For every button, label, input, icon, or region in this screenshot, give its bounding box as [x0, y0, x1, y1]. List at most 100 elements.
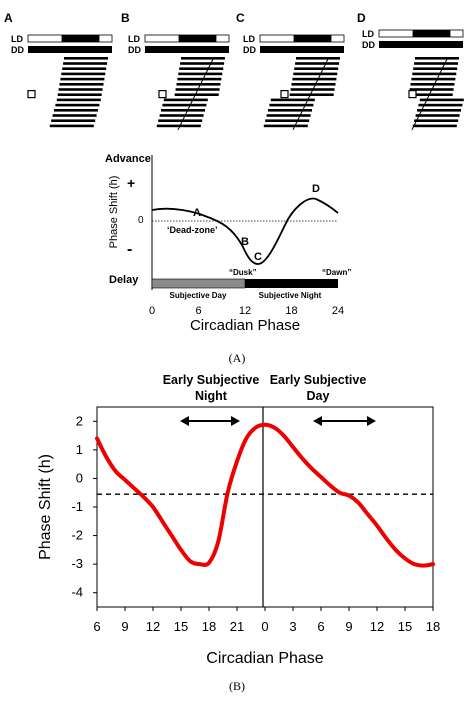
- dd-bar: [28, 46, 112, 53]
- light-pulse-marker: [158, 89, 167, 99]
- activity-bar: [54, 109, 98, 112]
- panel-letter: C: [236, 11, 245, 25]
- subjective-day-bar: [151, 278, 246, 289]
- activity-bar: [411, 77, 456, 81]
- activity-bar: [417, 109, 461, 112]
- activity-bar: [415, 114, 460, 117]
- point-c-label: C: [254, 251, 262, 263]
- point-d-label: D: [312, 183, 320, 195]
- y-tick-label: -2: [71, 528, 83, 543]
- x-tick-label: 15: [398, 619, 412, 634]
- x-tick-label: 9: [121, 619, 128, 634]
- x-tick-label: 12: [146, 619, 160, 634]
- ld-label: LD: [11, 34, 23, 44]
- plot-frame: [96, 406, 434, 608]
- activity-bar: [177, 77, 222, 81]
- activity-bar: [51, 119, 96, 122]
- activity-bar: [291, 83, 336, 86]
- y-tick-label: -4: [71, 585, 83, 600]
- onset-fit-line: [177, 58, 214, 131]
- activity-bar: [412, 124, 457, 128]
- ld-label: LD: [362, 29, 374, 39]
- activity-bar: [414, 119, 459, 122]
- subjective-day-label: Subjective Day: [170, 291, 227, 300]
- ld-dark-segment: [293, 35, 332, 42]
- arrow-head-right: [367, 416, 376, 426]
- zero-tick-label: 0: [138, 215, 144, 226]
- activity-bar: [292, 77, 337, 81]
- advance-label: Advance: [105, 153, 151, 165]
- schematic-x-tick-label: 24: [332, 305, 344, 317]
- schematic-x-tick-label: 0: [149, 305, 155, 317]
- activity-bar: [295, 62, 340, 65]
- activity-bar: [266, 114, 311, 117]
- point-b-label: B: [241, 236, 249, 248]
- arrow-head-left: [313, 416, 322, 426]
- activity-bar: [174, 93, 219, 96]
- dd-label: DD: [128, 45, 141, 55]
- activity-bar: [294, 67, 339, 70]
- schematic-x-tick-label: 12: [239, 305, 251, 317]
- y-ticks: 2 1 0 -1 -2 -3 -4: [71, 413, 97, 600]
- annotations: Early Subjective Night Early Subjective Day: [163, 373, 367, 403]
- x-tick-label: 18: [202, 619, 216, 634]
- schematic-x-ticks: 0 6 12 18 24: [149, 305, 344, 317]
- activity-bar: [270, 98, 315, 102]
- activity-bar: [49, 124, 94, 128]
- delay-label: Delay: [109, 274, 139, 286]
- dd-label: DD: [11, 45, 24, 55]
- activity-bar: [52, 114, 97, 117]
- dd-bar: [260, 46, 344, 53]
- schematic-x-tick-label: 6: [195, 305, 201, 317]
- schematic-x-tick-label: 18: [285, 305, 297, 317]
- subjective-night-bar: [245, 279, 338, 288]
- y-tick-label: -1: [71, 499, 83, 514]
- prc-chart: Early Subjective Night Early Subjective Day…: [37, 373, 440, 667]
- activity-bar: [269, 103, 314, 107]
- y-axis-label-b: Phase Shift (h): [37, 454, 54, 560]
- prc-curve: [151, 197, 339, 265]
- activity-bar: [57, 93, 102, 96]
- onset-fit-line: [411, 58, 448, 131]
- panel-letter: A: [4, 11, 13, 25]
- activity-bar: [414, 62, 459, 65]
- activity-bar: [60, 77, 105, 81]
- dawn-label: “Dawn”: [322, 268, 351, 277]
- activity-bar: [163, 98, 208, 102]
- activity-bar: [176, 83, 221, 86]
- activity-bar: [56, 98, 101, 102]
- activity-bar: [415, 57, 459, 60]
- activity-bar: [64, 57, 108, 60]
- x-tick-label: 6: [317, 619, 324, 634]
- activity-bar: [412, 72, 457, 76]
- dd-bar: [145, 46, 229, 53]
- onset-fit-line: [292, 58, 329, 131]
- activity-bar: [296, 57, 340, 60]
- activity-bar: [162, 103, 207, 107]
- activity-bar: [265, 119, 310, 122]
- point-a-label: A: [193, 207, 201, 219]
- activity-bar: [263, 124, 308, 128]
- y-tick-label: 0: [76, 470, 83, 485]
- light-pulse-marker: [280, 89, 289, 99]
- caption-a: (A): [229, 351, 246, 365]
- dusk-label: “Dusk”: [229, 268, 257, 277]
- activity-bar: [419, 98, 464, 102]
- light-pulse-marker: [408, 89, 417, 99]
- ld-dark-segment: [412, 30, 451, 37]
- prc-series-line: [95, 422, 435, 568]
- activity-bar: [55, 103, 100, 107]
- activity-bar: [63, 62, 108, 65]
- light-pulse-marker: [27, 89, 36, 99]
- dd-label: DD: [362, 40, 375, 50]
- y-tick-label: -3: [71, 556, 83, 571]
- schematic-prc: Advance + - Delay 0 Phase Shift (h) A B …: [105, 153, 351, 334]
- activity-bar: [59, 83, 104, 86]
- x-ticks: 6 9 12 15 18 21 0 3 6 9 12 15 18: [93, 607, 440, 634]
- activity-bar: [181, 57, 225, 60]
- dead-zone-label: ‘Dead-zone’: [167, 225, 218, 235]
